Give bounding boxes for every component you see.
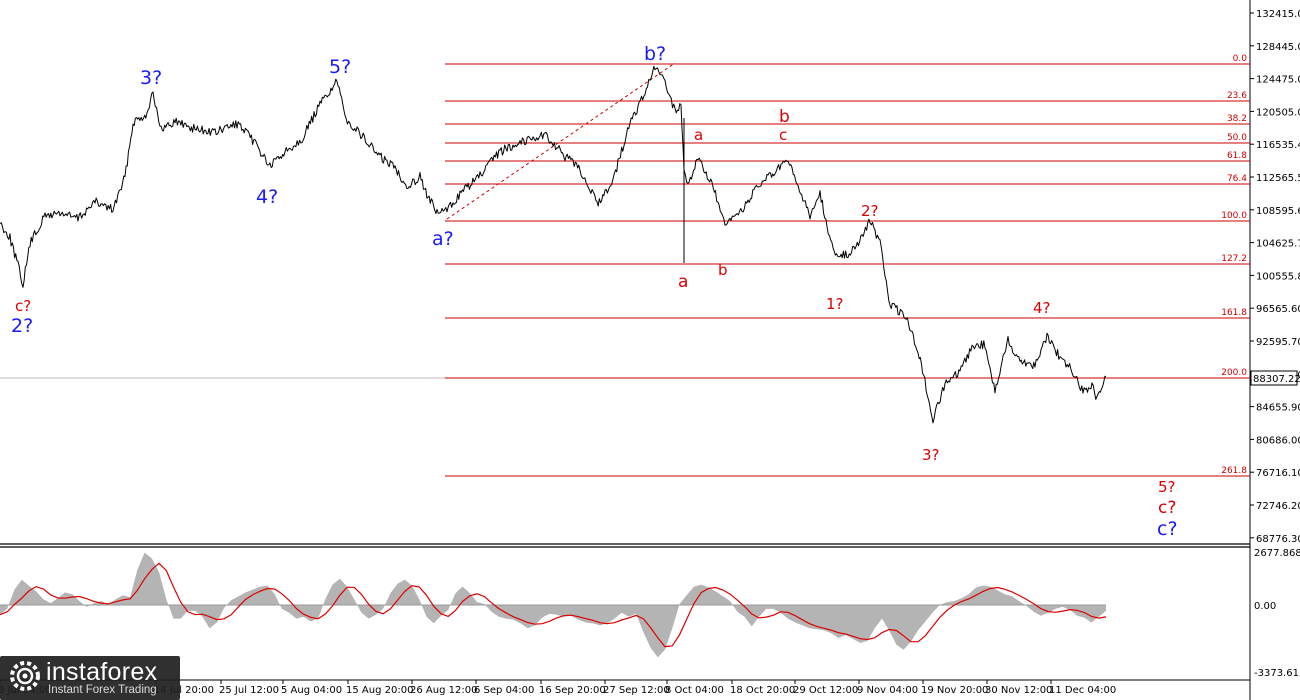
- price-tick-label: 96565.60: [1256, 304, 1300, 315]
- fibonacci-levels: 0.0 23.6 38.2 50.0 61.8 76.4 100.0 127.2 161.8 20…: [445, 54, 1250, 477]
- wave-label-b-red: b: [779, 107, 790, 127]
- price-tick-label: 132415.00: [1256, 9, 1300, 20]
- fib-level-label: 61.8: [1227, 151, 1247, 161]
- price-tick-label: 116535.40: [1256, 140, 1300, 151]
- price-tick-label: 80686.00: [1256, 435, 1300, 446]
- price-line: [0, 65, 1107, 424]
- fib-level-label: 23.6: [1227, 91, 1247, 101]
- price-tick-label: 108595.60: [1256, 206, 1300, 217]
- time-tick-label: 5 Aug 04:00: [281, 685, 342, 696]
- time-tick-label: 29 Oct 12:00: [793, 685, 858, 696]
- fib-level-label: 261.8: [1221, 466, 1247, 476]
- time-tick-label: 15 Aug 20:00: [346, 685, 413, 696]
- fib-level-label: 0.0: [1233, 54, 1248, 64]
- fib-level-label: 127.2: [1221, 254, 1247, 264]
- time-tick-label: 30 Nov 12:00: [985, 685, 1052, 696]
- time-tick-label: 19 Nov 20:00: [921, 685, 988, 696]
- time-tick-label: 11 Dec 04:00: [1049, 685, 1116, 696]
- time-tick-label: 9 Nov 04:00: [857, 685, 918, 696]
- time-tick-label: 25 Jul 12:00: [219, 685, 279, 696]
- wave-label-a-small: a: [694, 126, 703, 144]
- fib-level-label: 38.2: [1227, 114, 1247, 124]
- time-tick-label: 6 Sep 04:00: [474, 685, 534, 696]
- wave-label-cq-small: c?: [15, 297, 31, 315]
- price-tick-label: 128445.00: [1256, 42, 1300, 53]
- osc-tick-min: -3373.613: [1254, 668, 1300, 679]
- wave-label-2q: 2?: [861, 202, 879, 220]
- time-tick-label: 26 Aug 12:00: [410, 685, 477, 696]
- fib-level-label: 100.0: [1221, 211, 1247, 221]
- wave-label-cq-blue: c?: [1157, 518, 1178, 540]
- price-tick-label: 112565.50: [1256, 173, 1300, 184]
- price-tick-label: 120505.00: [1256, 107, 1300, 118]
- price-tick-label: 104625.70: [1256, 239, 1300, 250]
- price-tick-label: 68776.30: [1256, 534, 1300, 545]
- osc-tick-max: 2677.868: [1254, 548, 1300, 559]
- wave-label-cq-red: c?: [1158, 498, 1176, 518]
- wave-label-c-small: c: [779, 126, 787, 144]
- wave-label-3q-blue: 3?: [140, 67, 162, 89]
- brand-name: instaforex: [46, 658, 158, 686]
- trend-dashed-line: [446, 62, 676, 220]
- logo-gear-icon: [10, 661, 40, 691]
- wave-label-1q: 1?: [826, 295, 844, 313]
- wave-label-5q-blue: 5?: [329, 56, 351, 78]
- price-tick-label: 72746.20: [1256, 501, 1300, 512]
- fib-level-label: 200.0: [1221, 368, 1247, 378]
- fib-level-label: 76.4: [1227, 174, 1247, 184]
- fib-level-label: 161.8: [1221, 308, 1247, 318]
- wave-label-5q: 5?: [1158, 478, 1176, 496]
- wave-label-4q-blue: 4?: [256, 186, 278, 208]
- time-tick-label: 16 Sep 20:00: [539, 685, 606, 696]
- wave-label-4q: 4?: [1033, 299, 1051, 317]
- wave-label-2q-blue: 2?: [11, 315, 33, 337]
- current-price-box: [1250, 370, 1298, 386]
- wave-label-bq-blue: b?: [644, 43, 666, 65]
- wave-label-aq-blue: a?: [432, 228, 454, 250]
- time-tick-label: 8 Oct 04:00: [665, 685, 724, 696]
- osc-tick-zero: 0.00: [1254, 601, 1276, 612]
- fib-level-label: 50.0: [1227, 133, 1247, 143]
- current-price-label: 88307.22: [1253, 374, 1300, 385]
- instaforex-logo: instaforex Instant Forex Trading: [0, 656, 180, 700]
- wave-label-a-red: a: [678, 272, 688, 292]
- wave-label-3q: 3?: [922, 446, 940, 464]
- price-tick-label: 100555.80: [1256, 271, 1300, 282]
- oscillator-histogram: [0, 552, 1106, 658]
- price-tick-label: 84655.90: [1256, 403, 1300, 414]
- oscillator-signal-line: [0, 562, 1107, 648]
- brand-tagline: Instant Forex Trading: [48, 684, 157, 696]
- time-tick-label: 27 Sep 12:00: [603, 685, 670, 696]
- time-tick-label: 14 Jul 20:00: [154, 685, 214, 696]
- price-tick-label: 92595.70: [1256, 337, 1300, 348]
- plot-background: [0, 0, 1250, 700]
- time-tick-label: 18 Oct 20:00: [730, 685, 795, 696]
- wave-label-b-small: b: [718, 261, 728, 279]
- price-tick-label: 124475.00: [1256, 75, 1300, 86]
- price-tick-label: 76716.10: [1256, 468, 1300, 479]
- price-tick-labels: 132415.00 128445.00 124475.00 120505.00 1165…: [1250, 9, 1300, 545]
